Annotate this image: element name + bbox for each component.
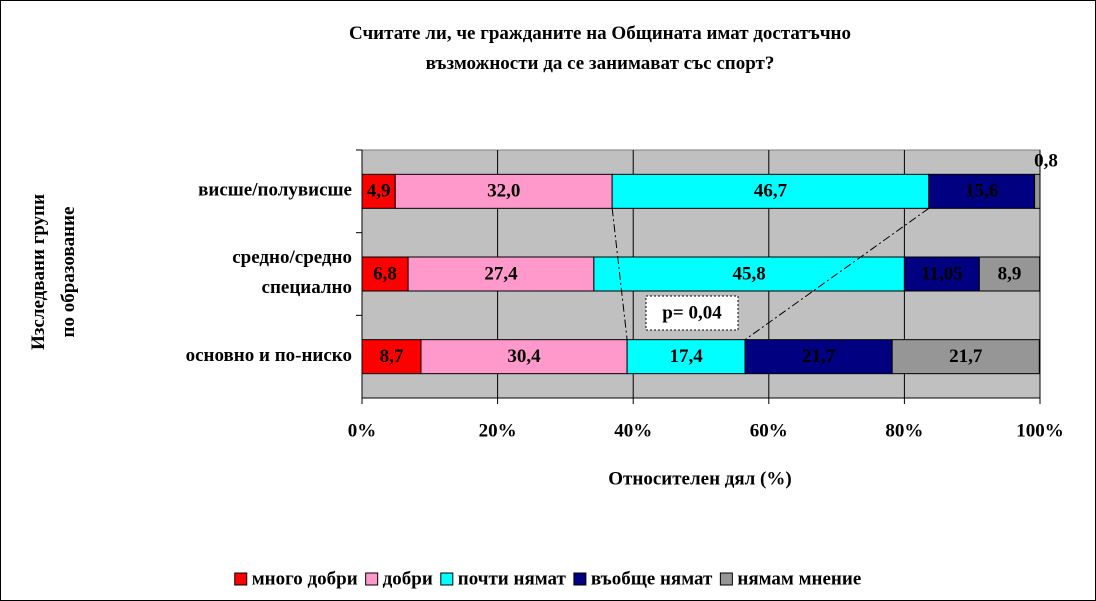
connector-line [744, 207, 930, 341]
data-label: 0,8 [1034, 151, 1058, 172]
data-label: 45,8 [733, 263, 766, 284]
bar-segment [361, 173, 396, 209]
data-label: 6,8 [373, 263, 397, 284]
data-label: 21,7 [949, 346, 983, 367]
x-tick-label: 20% [479, 420, 517, 441]
data-label: 46,7 [754, 181, 788, 202]
x-tick-label: 60% [750, 420, 788, 441]
legend: много добри добри почти нямат въобще нямат н… [234, 568, 861, 589]
data-label: 27,4 [484, 263, 518, 284]
y-axis-label: Изследвани групи по образование [28, 194, 79, 350]
annotation-box [645, 295, 739, 331]
bar-segment [361, 256, 409, 292]
bar-segment [593, 256, 905, 292]
bar-segment [626, 339, 746, 375]
y-tick-label: основно и по-ниско [186, 345, 352, 366]
connector-line [611, 208, 628, 340]
x-tick-label: 100% [1016, 420, 1064, 441]
data-label: 21,7 [802, 346, 836, 367]
data-label: 8,7 [380, 346, 404, 367]
chart-title: Считате ли, че гражданите на Общината им… [349, 23, 851, 74]
bar-segment [891, 339, 1040, 375]
bar-segment [903, 256, 980, 292]
legend-label: много добри [252, 568, 358, 589]
legend-swatch [719, 572, 733, 586]
y-tick-label: висше/полувисше [198, 180, 352, 201]
bar-segment [394, 173, 613, 209]
annotation: p= 0,04 [662, 302, 722, 323]
x-tick-label: 0% [348, 420, 377, 441]
bar-segment [361, 339, 422, 375]
x-axis-label: Относителен дял (%) [608, 468, 791, 489]
legend-label: въобще нямат [591, 568, 713, 589]
bar-segment [978, 256, 1041, 292]
data-label: 15,6 [965, 181, 998, 202]
data-label: 32,0 [487, 181, 520, 202]
bar-segment [744, 339, 893, 375]
data-label: 11,05 [921, 263, 963, 284]
x-tick-label: 40% [614, 420, 652, 441]
y-tick-label: средно/средно специално [232, 247, 352, 298]
legend-label: добри [383, 568, 433, 589]
bar-segment [611, 173, 930, 209]
bar-segment [420, 339, 628, 375]
bar-segment [1034, 173, 1041, 209]
legend-label: почти нямат [458, 568, 567, 589]
data-label: 30,4 [507, 346, 541, 367]
bar-segment [407, 256, 595, 292]
data-label: 4,9 [367, 181, 391, 202]
legend-swatch [234, 572, 248, 586]
legend-swatch [440, 572, 454, 586]
legend-swatch [573, 572, 587, 586]
data-label: 17,4 [669, 346, 703, 367]
legend-label: нямам мнение [737, 568, 861, 589]
x-tick-label: 80% [885, 420, 923, 441]
data-label: 8,9 [998, 263, 1022, 284]
legend-swatch [365, 572, 379, 586]
